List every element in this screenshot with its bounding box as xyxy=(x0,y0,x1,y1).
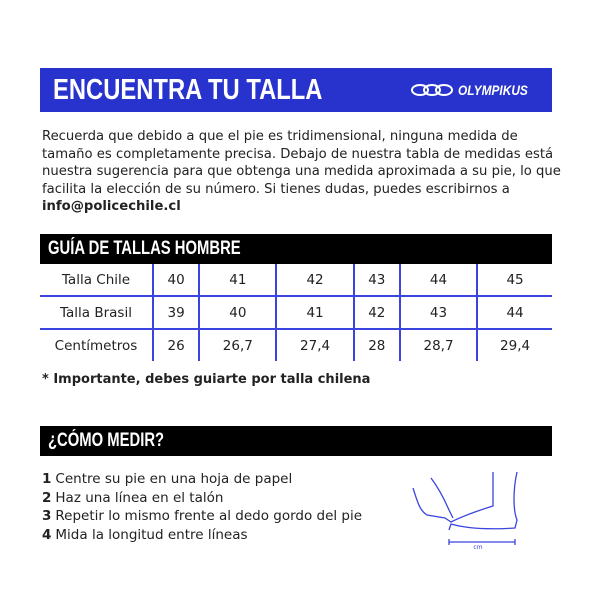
brand-name: OLYMPIKUS xyxy=(457,82,528,98)
step-item: 3 Repetir lo mismo frente al dedo gordo d… xyxy=(42,507,362,526)
row-label: Talla Brasil xyxy=(40,296,153,330)
size-cell: 41 xyxy=(275,296,354,330)
step-item: 1 Centre su pie en una hoja de papel xyxy=(42,470,362,489)
step-number: 2 xyxy=(42,489,52,506)
table-row: Talla Chile 40 41 42 43 44 45 xyxy=(40,264,552,297)
rings-icon xyxy=(410,84,453,96)
size-cell: 42 xyxy=(352,296,400,330)
brand-logo: OLYMPIKUS xyxy=(410,82,540,98)
step-item: 2 Haz una línea en el talón xyxy=(42,489,362,508)
title-banner: ENCUENTRA TU TALLA OLYMPIKUS xyxy=(40,68,552,112)
size-cell: 43 xyxy=(352,264,400,297)
size-cell: 29,4 xyxy=(476,329,552,361)
size-cell: 39 xyxy=(151,296,200,330)
steps-list: 1 Centre su pie en una hoja de papel 2 Haz … xyxy=(42,470,362,544)
important-note: * Importante, debes guiarte por talla ch… xyxy=(42,372,371,387)
step-number: 1 xyxy=(42,471,52,487)
step-text: Centre su pie en una hoja de papel xyxy=(55,471,293,487)
size-cell: 28 xyxy=(352,329,400,361)
step-number: 4 xyxy=(42,526,52,543)
step-text: Mida la longitud entre líneas xyxy=(55,526,248,543)
size-cell: 26,7 xyxy=(198,329,277,361)
size-cell: 43 xyxy=(398,296,478,330)
size-table: Talla Chile 40 41 42 43 44 45 Talla Brasil 39 40 4… xyxy=(40,264,552,361)
intro-body: Recuerda que debido a que el pie es trid… xyxy=(42,129,561,197)
step-text: Repetir lo mismo frente al dedo gordo de… xyxy=(55,508,363,524)
cm-label: cm xyxy=(473,544,482,550)
size-cell: 40 xyxy=(151,264,200,297)
size-cell: 41 xyxy=(198,264,277,297)
intro-text: Recuerda que debido a que el pie es trid… xyxy=(42,128,562,216)
size-cell: 40 xyxy=(198,296,277,330)
size-cell: 44 xyxy=(476,296,552,330)
size-cell: 42 xyxy=(275,264,354,297)
size-cell: 26 xyxy=(151,329,200,361)
page-title: ENCUENTRA TU TALLA xyxy=(53,74,323,106)
size-cell: 27,4 xyxy=(275,329,354,361)
row-label: Talla Chile xyxy=(40,264,153,297)
size-guide-header: GUÍA DE TALLAS HOMBRE xyxy=(40,234,552,264)
foot-measure-illustration: cm xyxy=(405,470,525,554)
step-item: 4 Mida la longitud entre líneas xyxy=(42,526,362,545)
size-cell: 44 xyxy=(398,264,478,297)
foot-icon: cm xyxy=(412,471,518,551)
how-to-title: ¿CÓMO MEDIR? xyxy=(48,430,165,451)
size-cell: 28,7 xyxy=(398,329,478,361)
step-number: 3 xyxy=(42,508,52,524)
row-label: Centímetros xyxy=(54,337,138,354)
table-row: Talla Brasil 39 40 41 42 43 44 xyxy=(40,296,552,330)
step-text: Haz una línea en el talón xyxy=(55,489,224,506)
how-to-header: ¿CÓMO MEDIR? xyxy=(40,426,552,456)
size-cell: 45 xyxy=(476,264,552,297)
size-guide-title: GUÍA DE TALLAS HOMBRE xyxy=(48,238,241,259)
table-row: Centímetros 26 26,7 27,4 28 28,7 29,4 xyxy=(40,329,552,361)
contact-email[interactable]: info@policechile.cl xyxy=(42,199,181,214)
